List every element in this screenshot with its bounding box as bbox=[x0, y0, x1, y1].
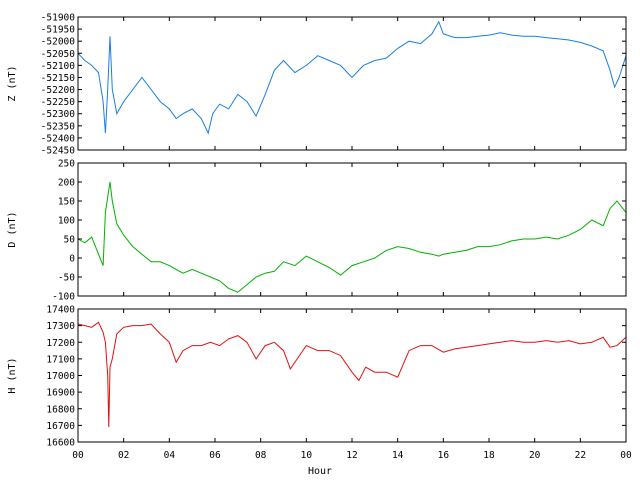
x-tick-label: 14 bbox=[392, 450, 404, 461]
y-tick-label: -52100 bbox=[41, 61, 76, 72]
y-tick-label: -51900 bbox=[41, 13, 76, 24]
panel-1: 250 200 150 100 50 0 -50 -100 D (nT) bbox=[7, 159, 627, 303]
y-axis-title: Z (nT) bbox=[7, 65, 18, 101]
x-tick-label: 04 bbox=[164, 450, 176, 461]
x-tick-label: 18 bbox=[483, 450, 495, 461]
x-tick-label: 22 bbox=[575, 450, 586, 461]
panel-2: 17400 17300 17200 17100 17000 16900 16800 16700… bbox=[7, 305, 627, 449]
y-tick-label: 17300 bbox=[46, 321, 75, 332]
y-tick-label: 0 bbox=[69, 254, 75, 265]
panel-frame bbox=[77, 162, 627, 297]
x-tick-label: 02 bbox=[118, 450, 129, 461]
x-tick-label: 20 bbox=[529, 450, 541, 461]
x-axis-title: Hour bbox=[308, 466, 332, 477]
y-tick-label: -52150 bbox=[41, 73, 76, 84]
y-tick-label: 150 bbox=[58, 197, 75, 208]
series-line-0-0 bbox=[77, 20, 627, 135]
y-tick-label: -52300 bbox=[41, 109, 76, 120]
x-tick-label: 00 bbox=[72, 450, 84, 461]
x-tick-label: 10 bbox=[301, 450, 313, 461]
y-tick-label: 17200 bbox=[46, 338, 75, 349]
y-tick-label: 16800 bbox=[46, 404, 75, 415]
y-tick-label: -52400 bbox=[41, 133, 76, 144]
y-tick-label: -52350 bbox=[41, 121, 76, 132]
y-tick-label: 16600 bbox=[46, 438, 75, 449]
series-line-1-0 bbox=[77, 181, 627, 293]
x-tick-label: 16 bbox=[438, 450, 450, 461]
panels: -51900-51950-52000-52050-52100-52150-522… bbox=[7, 13, 627, 449]
x-tick-label: 00 bbox=[620, 450, 632, 461]
x-tick-label: 12 bbox=[346, 450, 357, 461]
y-tick-label: -52000 bbox=[41, 37, 76, 48]
y-tick-label: 17400 bbox=[46, 305, 75, 316]
y-tick-label: -51950 bbox=[41, 25, 76, 36]
y-axis-title: D (nT) bbox=[7, 211, 18, 247]
panel-frame bbox=[77, 308, 627, 443]
y-tick-label: -100 bbox=[52, 292, 75, 303]
y-tick-label: -52200 bbox=[41, 85, 76, 96]
y-tick-label: -52450 bbox=[41, 146, 76, 157]
x-tick-label: 08 bbox=[255, 450, 267, 461]
y-tick-label: 16700 bbox=[46, 421, 75, 432]
panel-0: -51900-51950-52000-52050-52100-52150-522… bbox=[7, 13, 627, 157]
y-axis-title: H (nT) bbox=[7, 357, 18, 393]
y-tick-label: -52050 bbox=[41, 49, 76, 60]
y-tick-label: 250 bbox=[58, 159, 75, 170]
y-tick-label: -52250 bbox=[41, 97, 76, 108]
y-tick-label: 200 bbox=[58, 178, 75, 189]
x-axis: 00 02 04 06 08 10 12 14 16 18 20 22 00 bbox=[72, 450, 632, 461]
y-tick-label: 100 bbox=[58, 216, 75, 227]
y-tick-label: -50 bbox=[58, 273, 75, 284]
y-tick-label: 17100 bbox=[46, 354, 75, 365]
y-tick-label: 16900 bbox=[46, 388, 75, 399]
y-tick-label: 17000 bbox=[46, 371, 75, 382]
series-line-2-0 bbox=[77, 321, 627, 428]
y-tick-label: 50 bbox=[64, 235, 76, 246]
x-tick-label: 06 bbox=[209, 450, 221, 461]
